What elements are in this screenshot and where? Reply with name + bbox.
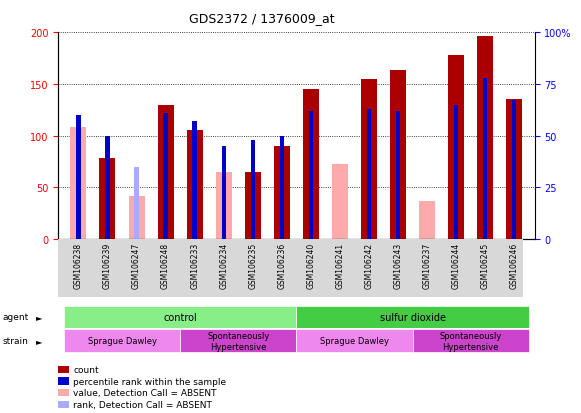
Bar <box>390 71 406 240</box>
Text: sulfur dioxide: sulfur dioxide <box>379 312 446 322</box>
Text: GSM106241: GSM106241 <box>335 242 345 288</box>
Text: GSM106239: GSM106239 <box>103 242 112 289</box>
Text: GSM106245: GSM106245 <box>480 242 490 289</box>
Bar <box>454 105 458 240</box>
Text: GSM106235: GSM106235 <box>248 242 257 289</box>
Text: GSM106246: GSM106246 <box>510 242 519 289</box>
FancyBboxPatch shape <box>58 240 523 297</box>
Text: ►: ► <box>36 337 42 346</box>
Text: Spontaneously
Hypertensive: Spontaneously Hypertensive <box>207 332 270 351</box>
Text: GDS2372 / 1376009_at: GDS2372 / 1376009_at <box>189 12 334 25</box>
Text: Sprague Dawley: Sprague Dawley <box>88 337 156 346</box>
Bar <box>506 100 522 240</box>
FancyBboxPatch shape <box>296 330 413 353</box>
FancyBboxPatch shape <box>413 330 529 353</box>
Text: control: control <box>163 312 197 322</box>
Bar <box>332 164 348 240</box>
Bar <box>419 202 435 240</box>
Bar <box>303 90 319 240</box>
Text: agent: agent <box>3 313 29 321</box>
Text: ►: ► <box>36 313 42 321</box>
Bar <box>221 147 226 240</box>
Bar <box>279 136 284 240</box>
Bar <box>157 105 174 240</box>
Bar <box>477 37 493 240</box>
Bar <box>76 116 81 240</box>
Text: count: count <box>73 365 99 374</box>
Bar <box>134 167 139 240</box>
Bar <box>367 109 371 240</box>
FancyBboxPatch shape <box>180 330 296 353</box>
Text: GSM106233: GSM106233 <box>190 242 199 289</box>
Text: GSM106234: GSM106234 <box>219 242 228 289</box>
Bar <box>361 79 377 240</box>
Text: GSM106238: GSM106238 <box>74 242 83 288</box>
Text: Spontaneously
Hypertensive: Spontaneously Hypertensive <box>439 332 502 351</box>
Bar <box>309 112 313 240</box>
FancyBboxPatch shape <box>296 306 529 328</box>
Bar <box>192 122 197 240</box>
Text: GSM106248: GSM106248 <box>161 242 170 288</box>
Bar <box>99 159 116 240</box>
Bar <box>512 101 517 240</box>
Text: GSM106242: GSM106242 <box>364 242 374 288</box>
Text: GSM106244: GSM106244 <box>451 242 461 289</box>
Text: GSM106243: GSM106243 <box>393 242 403 289</box>
Bar <box>274 147 290 240</box>
FancyBboxPatch shape <box>64 306 296 328</box>
Bar <box>187 131 203 240</box>
Bar <box>483 78 487 240</box>
Bar <box>105 136 110 240</box>
Text: GSM106236: GSM106236 <box>277 242 286 289</box>
Bar <box>448 56 464 240</box>
Text: rank, Detection Call = ABSENT: rank, Detection Call = ABSENT <box>73 400 212 409</box>
Text: GSM106240: GSM106240 <box>306 242 315 289</box>
Bar <box>128 196 145 240</box>
Text: GSM106247: GSM106247 <box>132 242 141 289</box>
Text: Sprague Dawley: Sprague Dawley <box>320 337 389 346</box>
Bar <box>245 173 261 240</box>
Text: value, Detection Call = ABSENT: value, Detection Call = ABSENT <box>73 388 217 397</box>
Bar <box>70 128 87 240</box>
Text: percentile rank within the sample: percentile rank within the sample <box>73 377 227 386</box>
Bar <box>163 114 168 240</box>
FancyBboxPatch shape <box>64 330 180 353</box>
Bar <box>216 173 232 240</box>
Text: GSM106237: GSM106237 <box>422 242 432 289</box>
Bar <box>250 140 255 240</box>
Bar <box>396 112 400 240</box>
Text: strain: strain <box>3 337 29 346</box>
